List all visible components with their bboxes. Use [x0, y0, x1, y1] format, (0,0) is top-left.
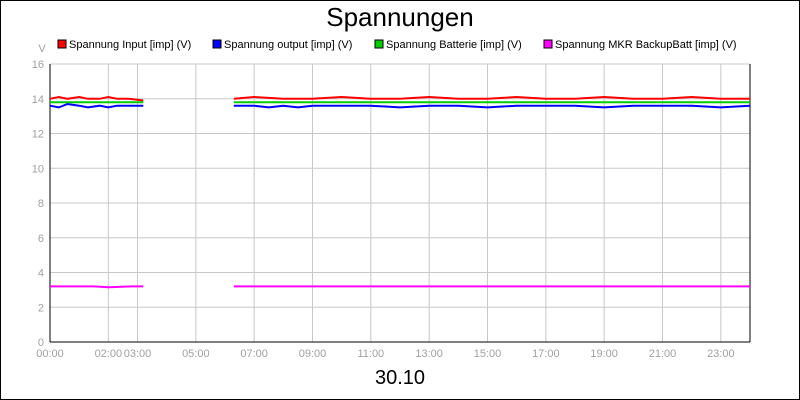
x-tick-label: 03:00 — [124, 348, 152, 360]
y-tick-label: 16 — [32, 59, 44, 71]
x-tick-label: 15:00 — [474, 348, 502, 360]
legend-swatch-3 — [374, 39, 384, 49]
series-line-1 — [49, 95, 144, 102]
legend-label-2: Spannung output [imp] (V) — [224, 39, 352, 51]
legend-label-3: Spannung Batterie [imp] (V) — [386, 39, 522, 51]
y-tick-label: 6 — [38, 233, 44, 245]
y-tick-label: 2 — [38, 302, 44, 314]
legend-label-1: Spannung Input [imp] (V) — [69, 39, 191, 51]
x-tick-label: 19:00 — [590, 348, 618, 360]
x-tick-label: 09:00 — [299, 348, 327, 360]
series-line-4 — [50, 285, 144, 289]
y-tick-label: 0 — [38, 337, 44, 349]
legend-swatch-4 — [543, 39, 553, 49]
legend-swatch-2 — [212, 39, 222, 49]
series-line-2 — [49, 102, 144, 109]
x-tick-label: 21:00 — [649, 348, 677, 360]
legend-swatch-1 — [57, 39, 67, 49]
y-tick-label: 8 — [38, 198, 44, 210]
series-line-2 — [233, 104, 751, 109]
x-tick-label: 05:00 — [182, 348, 210, 360]
x-tick-label: 13:00 — [415, 348, 443, 360]
x-tick-label: 02:00 — [95, 348, 123, 360]
chart-title: Spannungen — [326, 2, 474, 32]
x-axis-title: 30.10 — [374, 367, 426, 389]
x-tick-label: 17:00 — [532, 348, 560, 360]
x-tick-label: 07:00 — [240, 348, 268, 360]
x-tick-label: 11:00 — [357, 348, 384, 360]
x-tick-label: 23:00 — [707, 348, 735, 360]
y-tick-label: 4 — [38, 268, 44, 280]
legend-label-4: Spannung MKR BackupBatt [imp] (V) — [555, 39, 737, 51]
y-axis-unit: V — [38, 43, 46, 55]
y-tick-label: 10 — [32, 163, 44, 175]
y-tick-label: 14 — [32, 94, 44, 106]
series-line-1 — [233, 95, 750, 100]
x-tick-label: 00:00 — [36, 348, 64, 360]
y-tick-label: 12 — [32, 129, 44, 141]
